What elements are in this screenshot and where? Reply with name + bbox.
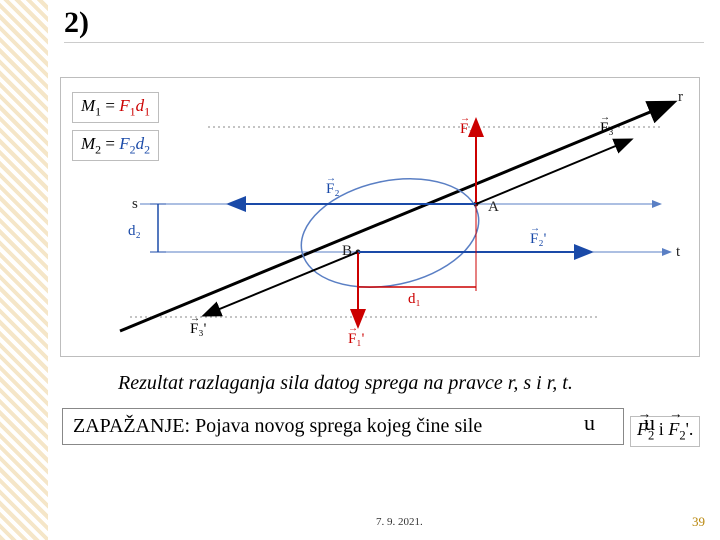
svg-text:s: s: [132, 196, 138, 212]
decorative-left-strip: [0, 0, 48, 540]
svg-text:d₁: d₁: [408, 291, 421, 307]
svg-text:d₂: d₂: [128, 223, 141, 239]
svg-text:→: →: [326, 173, 336, 184]
svg-text:→: →: [600, 112, 610, 123]
svg-text:→: →: [348, 323, 358, 334]
figure-caption: Rezultat razlaganja sila datog sprega na…: [118, 372, 573, 395]
svg-text:→: →: [530, 223, 540, 234]
glitch-u-1: u: [584, 410, 595, 436]
force-couple-diagram: strABF₁→F₁'→F₂→F₂'→F₃→F₃'→d₁d₂: [60, 77, 700, 357]
footer-date: 7. 9. 2021.: [376, 516, 423, 528]
svg-text:A: A: [488, 199, 499, 215]
svg-text:→: →: [460, 113, 470, 124]
svg-text:r: r: [678, 89, 683, 105]
forces-f2-suffix: F2 i F2'.: [630, 416, 700, 447]
svg-text:→: →: [190, 313, 200, 324]
footer-page-number: 39: [692, 514, 705, 530]
svg-text:t: t: [676, 244, 681, 260]
observation-box: ZAPAŽANJE: Pojava novog sprega kojeg čin…: [62, 408, 624, 445]
heading: 2): [64, 6, 704, 43]
